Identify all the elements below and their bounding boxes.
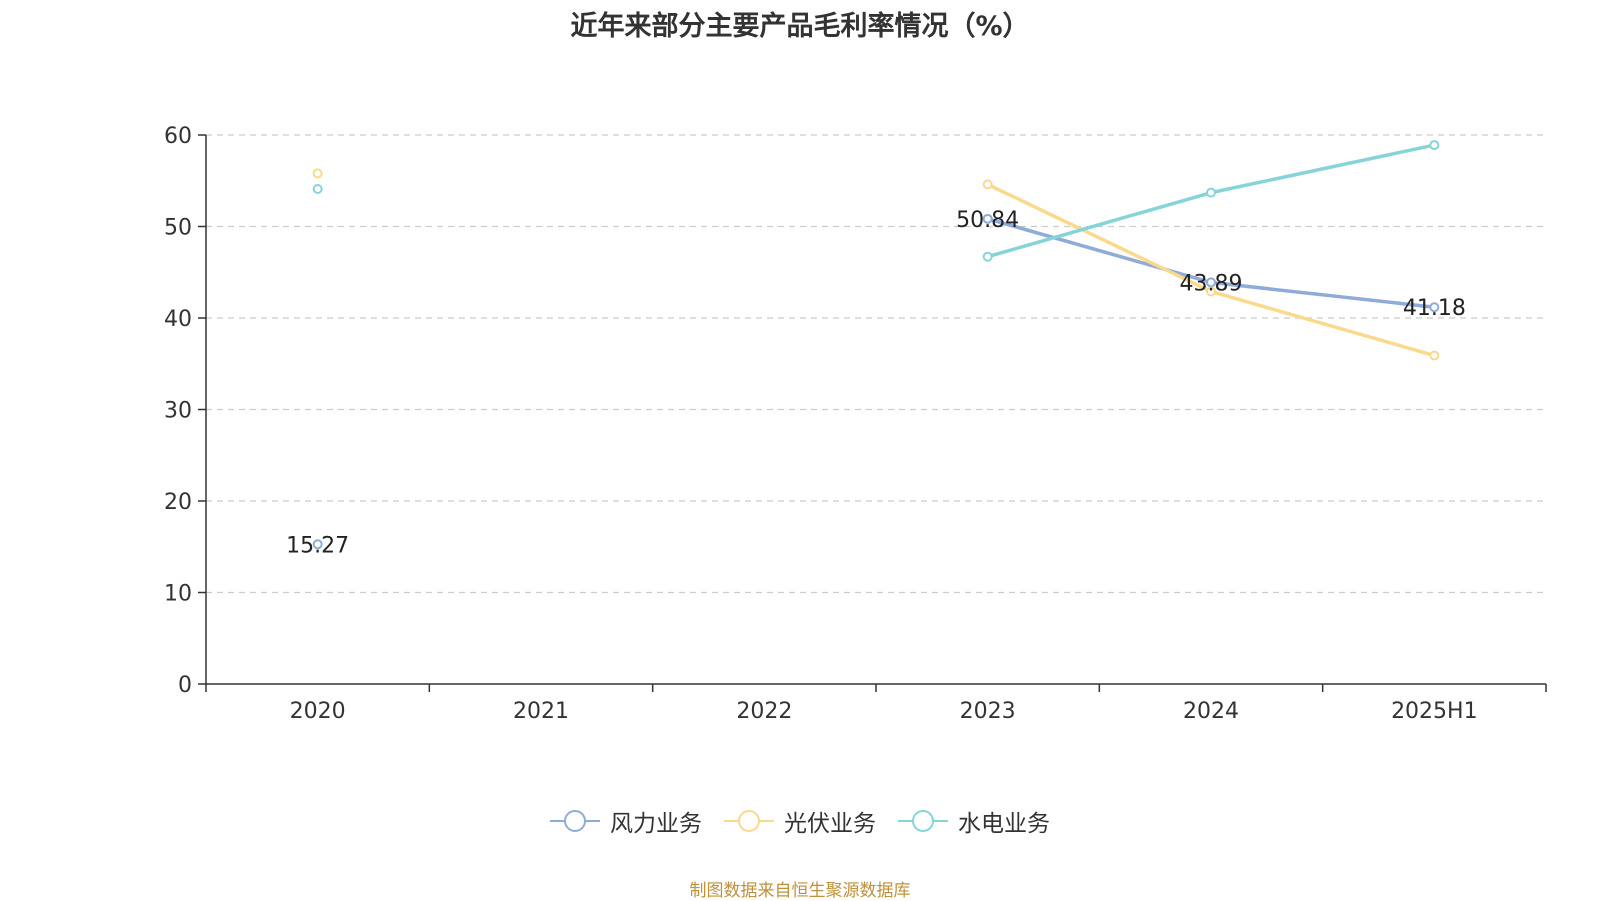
source-note: 制图数据来自恒生聚源数据库 (689, 881, 911, 901)
series-line (987, 143, 1435, 259)
y-tick-label: 50 (164, 216, 192, 241)
legend: 风力业务 光伏业务 水电业务 (0, 804, 1600, 838)
x-tick-label: 2020 (290, 699, 346, 724)
data-point (1429, 140, 1440, 151)
legend-label: 风力业务 (610, 811, 702, 837)
data-point (1429, 350, 1440, 361)
data-point (312, 183, 323, 194)
x-tick-label: 2022 (736, 699, 792, 724)
legend-line-circle-icon (898, 810, 948, 832)
data-point (982, 179, 993, 190)
x-tick-label: 2025H1 (1391, 699, 1478, 724)
data-point (982, 213, 993, 224)
legend-item-solar[interactable]: 光伏业务 (724, 804, 876, 838)
data-point (1206, 277, 1216, 288)
data-point (982, 251, 993, 262)
y-tick-label: 40 (164, 307, 192, 332)
legend-item-wind[interactable]: 风力业务 (550, 804, 702, 838)
chart-title: 近年来部分主要产品毛利率情况（%） (570, 11, 1030, 42)
y-tick-label: 0 (178, 673, 192, 698)
legend-label: 光伏业务 (784, 811, 876, 837)
y-tick-label: 30 (164, 399, 192, 424)
data-point (1206, 187, 1216, 198)
data-point (312, 168, 323, 179)
x-tick-label: 2024 (1183, 699, 1239, 724)
y-tick-label: 60 (164, 124, 192, 149)
legend-item-hydro[interactable]: 水电业务 (898, 804, 1050, 838)
axis-layer: 0 10 20 30 40 50 60 2020 2021 2022 2023 2024 2025H1 (164, 124, 1547, 724)
data-point (1429, 302, 1440, 313)
data-label: 15.27 (286, 533, 349, 558)
x-tick-label: 2023 (960, 699, 1016, 724)
data-point (312, 539, 323, 550)
data-label: 41.18 (1403, 296, 1466, 321)
legend-label: 水电业务 (958, 811, 1050, 837)
data-label: 50.84 (956, 208, 1019, 233)
legend-line-circle-icon (724, 810, 774, 832)
y-tick-label: 10 (164, 582, 192, 607)
series-layer (312, 140, 1440, 550)
y-tick-label: 20 (164, 490, 192, 515)
data-label: 43.89 (1180, 271, 1243, 296)
data-label-layer: 15.27 50.84 43.89 41.18 (286, 208, 1466, 558)
grid-layer (206, 134, 1546, 594)
data-point (1206, 286, 1216, 297)
x-tick-label: 2021 (513, 699, 569, 724)
legend-line-circle-icon (550, 810, 600, 832)
series-line (986, 182, 1435, 358)
